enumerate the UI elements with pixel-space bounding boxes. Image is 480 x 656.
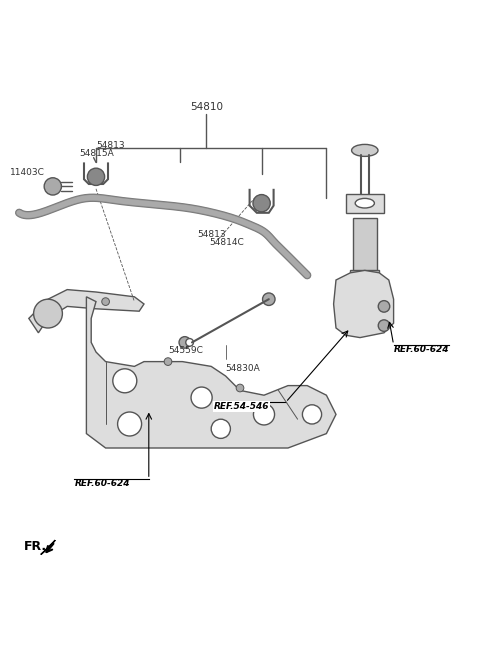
Circle shape <box>34 299 62 328</box>
Ellipse shape <box>351 144 378 156</box>
Polygon shape <box>346 194 384 213</box>
Circle shape <box>253 195 270 212</box>
Text: 54813: 54813 <box>197 230 226 239</box>
Circle shape <box>179 337 191 348</box>
FancyBboxPatch shape <box>353 218 377 280</box>
Text: REF.60-624: REF.60-624 <box>74 479 130 488</box>
Circle shape <box>378 300 390 312</box>
Text: 54810: 54810 <box>190 102 223 112</box>
Circle shape <box>87 168 105 186</box>
Polygon shape <box>86 297 336 448</box>
Polygon shape <box>41 540 55 554</box>
Polygon shape <box>334 270 394 338</box>
Text: 54815A: 54815A <box>79 149 114 157</box>
Text: 54813: 54813 <box>96 142 125 150</box>
Circle shape <box>102 298 109 306</box>
Text: REF.60-624: REF.60-624 <box>394 345 449 354</box>
Text: FR.: FR. <box>24 540 47 553</box>
Text: REF.54-546: REF.54-546 <box>214 402 269 411</box>
Circle shape <box>263 293 275 306</box>
Circle shape <box>191 387 212 408</box>
Circle shape <box>164 358 172 365</box>
Circle shape <box>118 412 142 436</box>
Polygon shape <box>29 289 144 333</box>
Text: 11403C: 11403C <box>10 168 45 177</box>
Circle shape <box>44 178 61 195</box>
Text: 54559C: 54559C <box>168 346 203 355</box>
Text: 54830A: 54830A <box>226 364 260 373</box>
Text: 54814C: 54814C <box>209 238 243 247</box>
Ellipse shape <box>355 198 374 208</box>
Circle shape <box>302 405 322 424</box>
Circle shape <box>113 369 137 393</box>
FancyBboxPatch shape <box>350 270 379 304</box>
Circle shape <box>236 384 244 392</box>
Circle shape <box>378 320 390 331</box>
Circle shape <box>253 404 275 425</box>
Circle shape <box>186 338 193 346</box>
Circle shape <box>211 419 230 438</box>
